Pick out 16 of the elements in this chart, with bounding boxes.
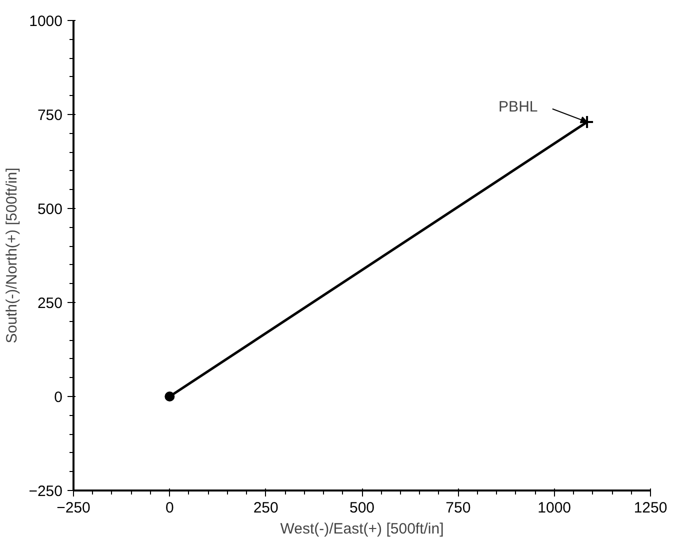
y-tick-label: 500 bbox=[37, 201, 63, 218]
y-tick-label: 750 bbox=[37, 107, 63, 124]
x-tick-label: 1250 bbox=[634, 500, 668, 516]
x-tick-label: −250 bbox=[56, 500, 90, 516]
x-tick-label: 1000 bbox=[538, 500, 572, 516]
y-tick-label: 1000 bbox=[29, 13, 63, 30]
y-tick-label: 250 bbox=[37, 295, 63, 312]
annotation: PBHL bbox=[498, 98, 538, 116]
x-axis-title: West(-)/East(+) [500ft/in] bbox=[280, 520, 444, 538]
x-tick-label: 250 bbox=[253, 500, 278, 516]
x-tick-label: 750 bbox=[446, 500, 471, 516]
y-axis-title: South(-)/North(+) [500ft/in] bbox=[4, 168, 21, 344]
x-tick-label: 500 bbox=[349, 500, 375, 516]
x-tick-label: 0 bbox=[165, 500, 174, 516]
y-tick-label: −250 bbox=[28, 483, 63, 500]
y-tick-label: 0 bbox=[54, 389, 62, 406]
